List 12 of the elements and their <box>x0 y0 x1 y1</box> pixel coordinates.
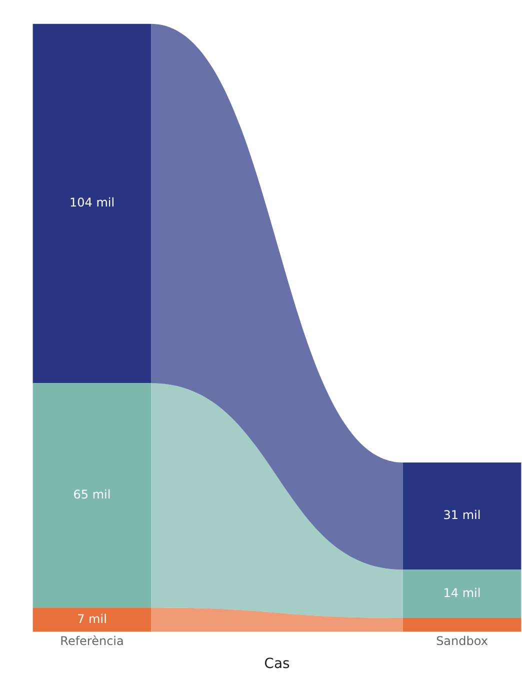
x-axis-title: Cas <box>264 656 290 672</box>
data-label: 65 mil <box>73 487 111 502</box>
x-tick-label: Referència <box>60 634 124 648</box>
bar <box>402 570 522 618</box>
data-label: 31 mil <box>443 508 481 522</box>
data-label: 104 mil <box>69 196 115 210</box>
bar <box>402 462 522 570</box>
bar <box>32 24 152 384</box>
data-label: 7 mil <box>77 612 107 626</box>
bar <box>402 618 522 632</box>
data-label: 14 mil <box>443 586 481 600</box>
x-tick-label: Sandbox <box>436 634 488 648</box>
